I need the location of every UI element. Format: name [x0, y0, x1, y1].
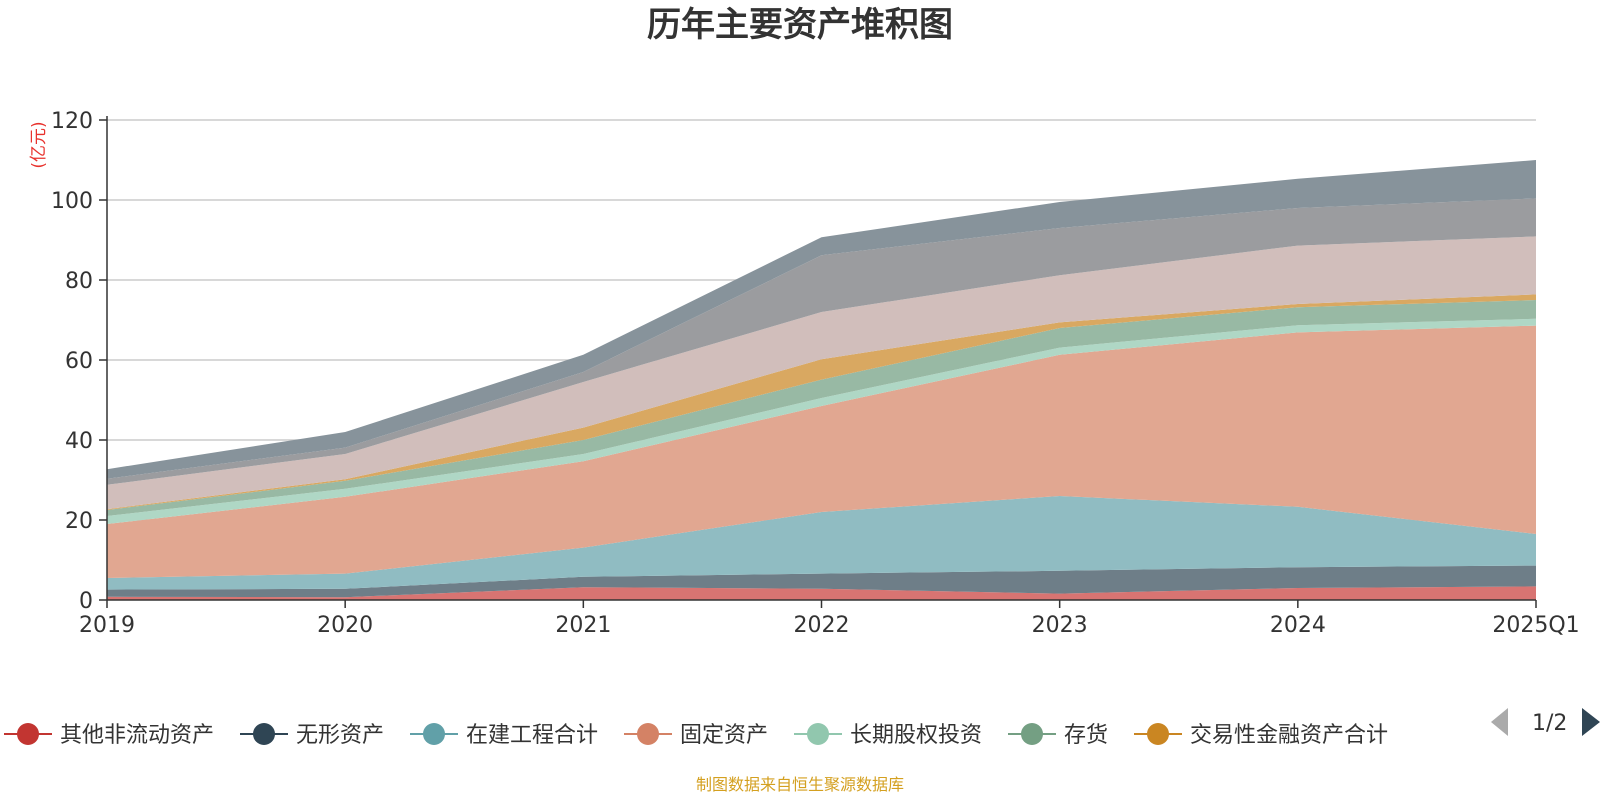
legend-label: 无形资产	[296, 723, 384, 748]
area-series-10[interactable]	[107, 160, 1536, 479]
legend-item[interactable]: 交易性金融资产合计	[1134, 723, 1388, 748]
triangle-left-icon[interactable]	[1491, 708, 1508, 736]
legend-page-indicator: 1/2	[1532, 711, 1567, 736]
data-source-note: 制图数据来自恒生聚源数据库	[696, 775, 904, 794]
legend-marker	[423, 723, 445, 745]
area-series-1[interactable]	[107, 586, 1536, 600]
legend-pager: 1/2	[1491, 708, 1600, 736]
legend-item[interactable]: 存货	[1008, 723, 1108, 748]
x-tick-label: 2022	[794, 613, 850, 638]
legend-marker	[807, 723, 829, 745]
area-series-4[interactable]	[107, 325, 1536, 578]
legend-label: 其他非流动资产	[60, 723, 214, 748]
legend-item[interactable]: 在建工程合计	[410, 723, 598, 748]
legend-label: 长期股权投资	[850, 723, 982, 748]
legend-item[interactable]: 固定资产	[624, 723, 768, 748]
area-series-2[interactable]	[107, 565, 1536, 598]
x-tick-label: 2023	[1032, 613, 1088, 638]
area-series-6[interactable]	[107, 300, 1536, 516]
legend-item[interactable]: 其他非流动资产	[4, 723, 214, 748]
triangle-right-icon[interactable]	[1582, 708, 1600, 736]
axes: 2019 2020 2021 2022 2023 2024 2025Q1	[79, 116, 1580, 638]
y-tick-label: 40	[65, 429, 93, 454]
plot-areas	[107, 160, 1536, 600]
legend-marker	[17, 723, 39, 745]
x-tick-label: 2025Q1	[1492, 613, 1579, 638]
y-tick-label: 20	[65, 509, 93, 534]
y-tick-label: 120	[51, 109, 93, 134]
chart-title: 历年主要资产堆积图	[647, 5, 953, 45]
x-tick-label: 2021	[555, 613, 611, 638]
y-axis-unit: (亿元)	[29, 121, 49, 168]
legend-item[interactable]: 长期股权投资	[794, 723, 982, 748]
area-series-7[interactable]	[107, 294, 1536, 510]
legend-marker	[1021, 723, 1043, 745]
x-tick-label: 2020	[317, 613, 373, 638]
x-tick-label: 2024	[1270, 613, 1326, 638]
area-series-3[interactable]	[107, 496, 1536, 590]
y-tick-label: 100	[51, 189, 93, 214]
legend-label: 存货	[1064, 723, 1108, 748]
x-tick-label: 2019	[79, 613, 135, 638]
y-tick-label: 80	[65, 269, 93, 294]
area-series-9[interactable]	[107, 198, 1536, 485]
area-series-5[interactable]	[107, 318, 1536, 524]
legend-item[interactable]: 无形资产	[240, 723, 384, 748]
legend-label: 交易性金融资产合计	[1190, 723, 1388, 748]
area-series-8[interactable]	[107, 236, 1536, 510]
legend-label: 固定资产	[680, 723, 768, 748]
legend: 其他非流动资产 无形资产 在建工程合计 固定资产 长期股权投资 存货 交易性金融资产合计	[4, 723, 1388, 748]
y-tick-label: 0	[79, 589, 93, 614]
y-tick-label: 60	[65, 349, 93, 374]
legend-marker	[253, 723, 275, 745]
legend-marker	[1147, 723, 1169, 745]
legend-label: 在建工程合计	[466, 723, 598, 748]
legend-marker	[637, 723, 659, 745]
